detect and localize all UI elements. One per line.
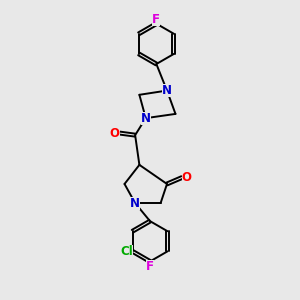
Text: F: F bbox=[152, 13, 160, 26]
Text: N: N bbox=[130, 196, 140, 210]
Text: O: O bbox=[110, 127, 119, 140]
Text: N: N bbox=[141, 112, 151, 125]
Text: F: F bbox=[146, 260, 154, 273]
Text: Cl: Cl bbox=[120, 245, 133, 258]
Text: N: N bbox=[162, 84, 172, 97]
Text: O: O bbox=[182, 171, 191, 184]
